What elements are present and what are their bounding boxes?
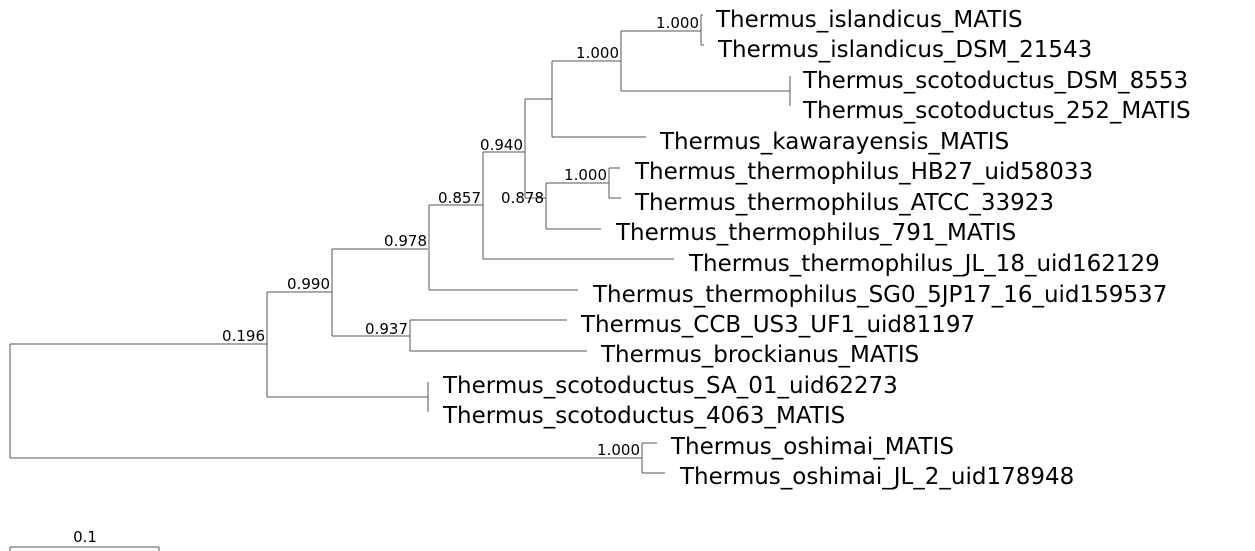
support-islandicus-scotoductus: 1.000 [576, 44, 619, 62]
leaf-label: Thermus_thermophilus_791_MATIS [615, 220, 1016, 246]
leaf-label: Thermus_scotoductus_DSM_8553 [802, 68, 1188, 94]
support-values: 1.000 1.000 0.940 1.000 0.878 0.857 0.97… [222, 14, 699, 459]
leaf-label: Thermus_oshimai_JL_2_uid178948 [679, 464, 1074, 490]
scale-bar-label: 0.1 [73, 528, 97, 546]
support-root-split: 0.196 [222, 327, 265, 345]
leaf-label: Thermus_brockianus_MATIS [600, 342, 919, 368]
support-node-0990: 0.990 [287, 275, 330, 293]
support-upper-clade: 0.940 [480, 136, 523, 154]
leaf-label: Thermus_CCB_US3_UF1_uid81197 [580, 312, 975, 338]
leaf-label: Thermus_scotoductus_SA_01_uid62273 [442, 373, 898, 399]
leaf-label: Thermus_thermophilus_JL_18_uid162129 [688, 251, 1160, 277]
leaf-label: Thermus_thermophilus_SG0_5JP17_16_uid159… [592, 282, 1167, 308]
leaf-label: Thermus_islandicus_DSM_21543 [717, 37, 1092, 63]
support-ccb-brockianus: 0.937 [365, 320, 408, 338]
leaf-label: Thermus_scotoductus_252_MATIS [802, 98, 1191, 124]
support-thermophilus-clade: 0.878 [501, 189, 544, 207]
leaf-label: Thermus_thermophilus_HB27_uid58033 [634, 159, 1093, 185]
leaf-label: Thermus_scotoductus_4063_MATIS [442, 403, 845, 429]
leaf-label: Thermus_kawarayensis_MATIS [659, 129, 1009, 155]
scale-bar: 0.1 [9, 528, 160, 551]
leaf-labels: Thermus_islandicus_MATIS Thermus_islandi… [442, 7, 1191, 490]
leaf-label: Thermus_oshimai_MATIS [670, 434, 954, 460]
leaf-label: Thermus_islandicus_MATIS [715, 7, 1023, 33]
support-node-0978: 0.978 [384, 232, 427, 250]
support-islandicus-pair: 1.000 [656, 14, 699, 32]
support-node-0857: 0.857 [438, 189, 481, 207]
leaf-label: Thermus_thermophilus_ATCC_33923 [634, 190, 1054, 216]
support-hb27-atcc: 1.000 [564, 166, 607, 184]
tree-branches [9, 14, 791, 474]
support-oshimai-pair: 1.000 [597, 441, 640, 459]
